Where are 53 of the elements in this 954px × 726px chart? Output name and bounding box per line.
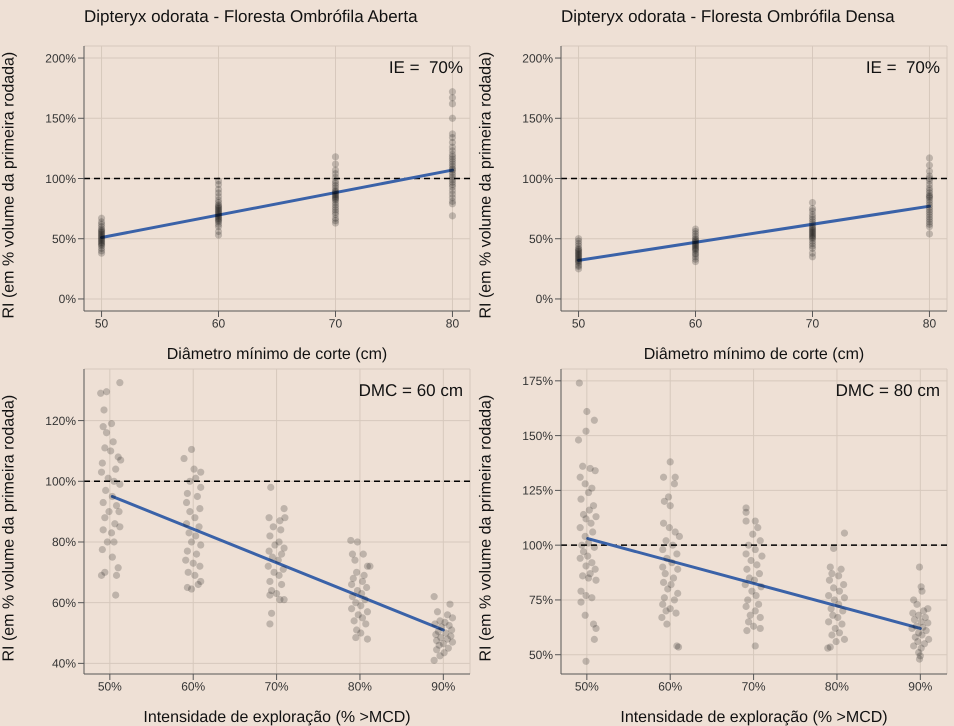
y-tick-label: 150%	[45, 112, 76, 126]
x-axis-title: Intensidade de exploração (% >MCD)	[620, 709, 888, 726]
y-tick-label: 50%	[52, 232, 76, 246]
y-tick-label: 0%	[536, 292, 554, 306]
y-tick-label: 0%	[58, 292, 76, 306]
x-tick-label: 90%	[431, 680, 456, 694]
x-axis-title: Diâmetro mínimo de corte (cm)	[644, 346, 864, 363]
y-tick-label: 100%	[45, 172, 76, 186]
x-axis-title: Intensidade de exploração (% >MCD)	[143, 709, 411, 726]
y-tick-label: 150%	[522, 428, 554, 443]
y-tick-label: 40%	[52, 656, 76, 671]
x-tick-label: 50	[572, 316, 586, 331]
y-tick-label: 75%	[528, 593, 554, 608]
y-tick-label: 200%	[522, 51, 554, 66]
x-tick-label: 80%	[824, 680, 850, 694]
y-tick-label: 175%	[522, 374, 554, 388]
x-tick-label: 50%	[98, 680, 122, 694]
x-tick-label: 80%	[348, 680, 372, 694]
y-tick-label: 200%	[45, 51, 76, 66]
x-tick-label: 50	[94, 316, 109, 331]
x-tick-label: 60%	[658, 680, 683, 694]
y-tick-label: 60%	[52, 596, 76, 610]
x-tick-label: 70	[328, 316, 342, 331]
y-tick-label: 120%	[45, 414, 76, 428]
y-tick-label: 80%	[52, 535, 76, 550]
x-tick-label: 80	[446, 316, 460, 331]
y-tick-label: 50%	[528, 648, 554, 662]
y-tick-label: 125%	[522, 484, 554, 498]
x-tick-label: 60	[212, 316, 226, 331]
y-tick-label: 50%	[528, 232, 554, 246]
chart-title: Dipteryx odorata - Floresta Ombrófila Aberta	[83, 6, 419, 28]
y-tick-label: 100%	[522, 538, 554, 552]
x-tick-label: 70%	[264, 680, 289, 694]
annotation: IE = 70%	[388, 58, 463, 78]
x-axis-title: Diâmetro mínimo de corte (cm)	[166, 346, 388, 363]
x-tick-label: 80	[922, 316, 936, 331]
annotation: DMC = 60 cm	[358, 381, 463, 401]
y-tick-label: 150%	[522, 112, 554, 126]
annotation: IE = 70%	[866, 58, 940, 78]
annotation: DMC = 80 cm	[836, 381, 940, 401]
x-tick-label: 70	[806, 316, 820, 331]
x-tick-label: 60	[688, 316, 703, 331]
x-tick-label: 70%	[742, 680, 766, 694]
y-axis-title: RI (em % volume da primeira rodada)	[478, 52, 495, 318]
x-tick-label: 50%	[574, 680, 600, 694]
y-axis-title: RI (em % volume da primeira rodada)	[478, 394, 495, 662]
y-tick-label: 100%	[45, 474, 76, 489]
y-tick-label: 100%	[522, 172, 554, 186]
y-axis-title: RI (em % volume da primeira rodada)	[0, 52, 18, 318]
chart-title: Dipteryx odorata - Floresta Ombrófila Densa	[560, 6, 896, 28]
x-tick-label: 90%	[908, 680, 933, 694]
x-tick-label: 60%	[181, 680, 206, 694]
y-axis-title: RI (em % volume da primeira rodada)	[0, 394, 18, 662]
